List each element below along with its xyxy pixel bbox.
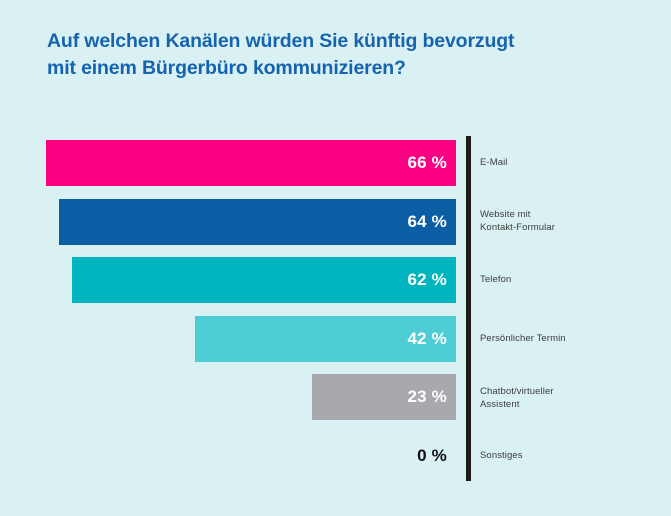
page-title: Auf welchen Kanälen würden Sie künftig b… <box>47 28 627 82</box>
bar-row: 0 % <box>0 433 671 479</box>
category-label-line: Chatbot/virtueller <box>480 386 554 397</box>
category-label-termin: Persönlicher Termin <box>480 332 660 345</box>
bar-value-sonstiges: 0 % <box>417 446 447 465</box>
bar-row: 62 % <box>0 257 671 303</box>
bar-row: 66 % <box>0 140 671 186</box>
category-label-line: Sonstiges <box>480 450 523 461</box>
category-label-line: Persönlicher Termin <box>480 333 566 344</box>
category-label-line: Website mit <box>480 209 531 220</box>
bar-email <box>46 140 456 186</box>
page-title-line-2: mit einem Bürgerbüro kommunizieren? <box>47 57 406 79</box>
category-label-line: Telefon <box>480 274 512 285</box>
category-label-line: E-Mail <box>480 157 508 168</box>
category-label-website: Website mit Kontakt-Formular <box>480 208 660 234</box>
bar-row: 64 % <box>0 199 671 245</box>
category-axis-line <box>466 136 471 481</box>
category-label-chatbot: Chatbot/virtueller Assistent <box>480 385 660 411</box>
page-title-line-1: Auf welchen Kanälen würden Sie künftig b… <box>47 30 515 52</box>
bar-value-telefon: 62 % <box>407 270 447 289</box>
category-label-telefon: Telefon <box>480 273 660 286</box>
bar-row: 23 % <box>0 374 671 420</box>
bar-chatbot <box>312 374 456 420</box>
category-label-sonstiges: Sonstiges <box>480 449 660 462</box>
bar-telefon <box>72 257 456 303</box>
category-label-line: Assistent <box>480 399 520 410</box>
category-label-line: Kontakt-Formular <box>480 222 555 233</box>
bar-value-email: 66 % <box>407 153 447 172</box>
bar-value-website: 64 % <box>407 212 447 231</box>
bar-termin <box>195 316 456 362</box>
bar-website <box>59 199 456 245</box>
bar-row: 42 % <box>0 316 671 362</box>
bar-value-termin: 42 % <box>407 329 447 348</box>
bar-value-chatbot: 23 % <box>407 387 447 406</box>
category-label-email: E-Mail <box>480 156 660 169</box>
